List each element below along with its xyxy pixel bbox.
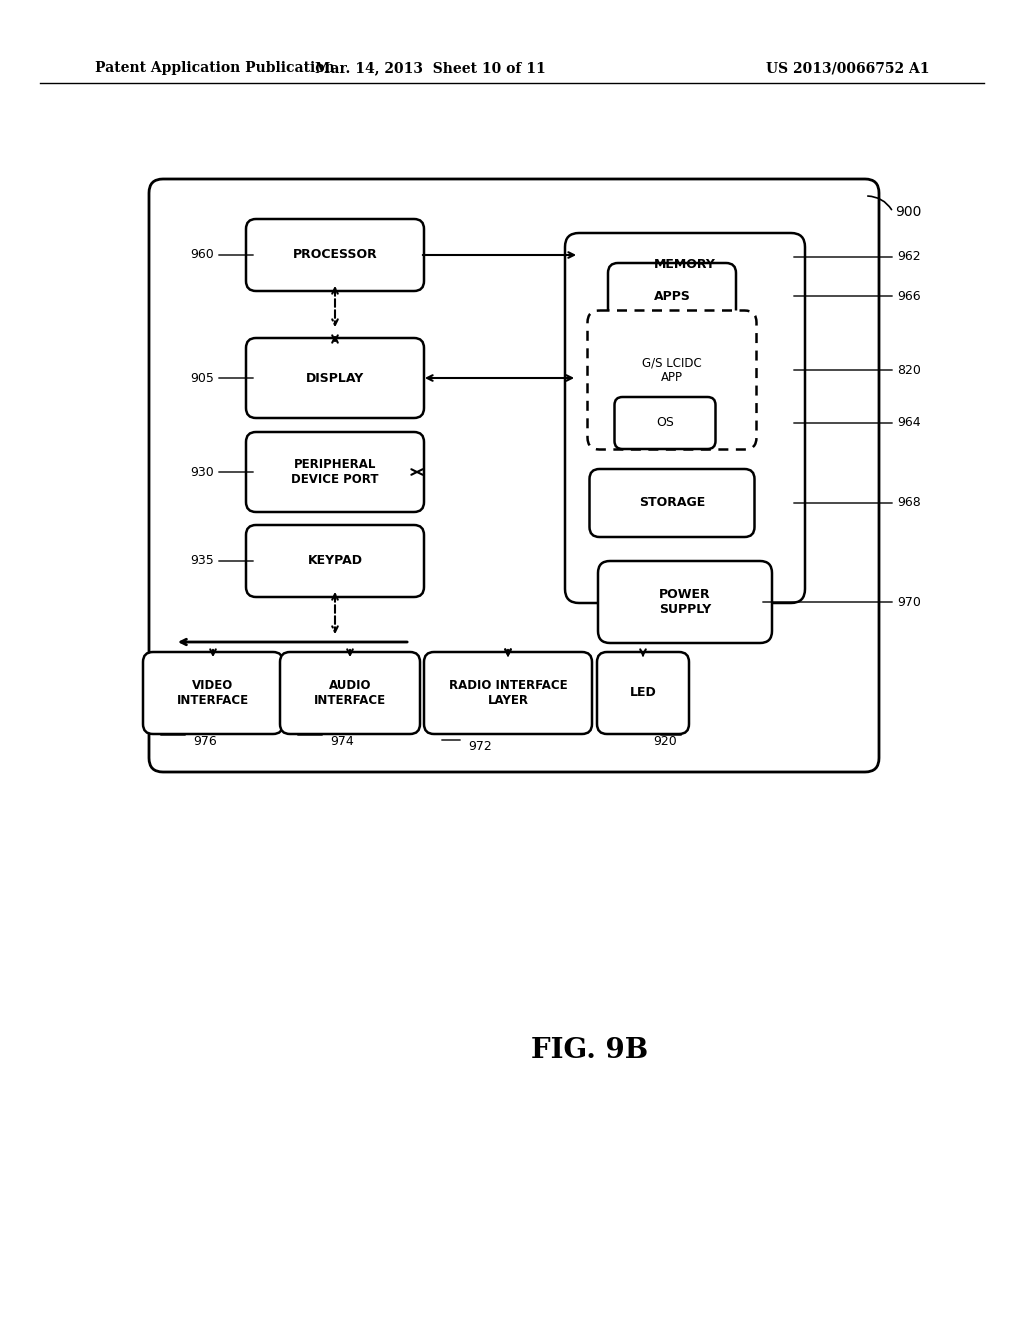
Text: 976: 976 [193, 735, 217, 748]
Text: 974: 974 [330, 735, 353, 748]
FancyBboxPatch shape [614, 397, 716, 449]
Text: KEYPAD: KEYPAD [307, 554, 362, 568]
Text: 900: 900 [895, 205, 922, 219]
Text: Patent Application Publication: Patent Application Publication [95, 61, 335, 75]
FancyBboxPatch shape [246, 219, 424, 290]
FancyBboxPatch shape [150, 180, 879, 772]
FancyBboxPatch shape [246, 432, 424, 512]
Text: POWER
SUPPLY: POWER SUPPLY [658, 587, 711, 616]
FancyBboxPatch shape [565, 234, 805, 603]
Text: 972: 972 [468, 741, 492, 752]
Text: 966: 966 [897, 289, 921, 302]
FancyBboxPatch shape [143, 652, 283, 734]
FancyBboxPatch shape [590, 469, 755, 537]
FancyBboxPatch shape [598, 561, 772, 643]
FancyBboxPatch shape [246, 525, 424, 597]
Text: VIDEO
INTERFACE: VIDEO INTERFACE [177, 678, 249, 708]
Text: RADIO INTERFACE
LAYER: RADIO INTERFACE LAYER [449, 678, 567, 708]
Text: 968: 968 [897, 496, 921, 510]
Text: 962: 962 [897, 251, 921, 264]
FancyBboxPatch shape [246, 338, 424, 418]
Text: PROCESSOR: PROCESSOR [293, 248, 378, 261]
Text: 935: 935 [190, 554, 214, 568]
FancyBboxPatch shape [588, 310, 757, 450]
Text: PERIPHERAL
DEVICE PORT: PERIPHERAL DEVICE PORT [291, 458, 379, 486]
Text: Mar. 14, 2013  Sheet 10 of 11: Mar. 14, 2013 Sheet 10 of 11 [314, 61, 546, 75]
FancyBboxPatch shape [280, 652, 420, 734]
Text: AUDIO
INTERFACE: AUDIO INTERFACE [314, 678, 386, 708]
Text: DISPLAY: DISPLAY [306, 371, 365, 384]
Text: 930: 930 [190, 466, 214, 479]
FancyBboxPatch shape [424, 652, 592, 734]
Text: US 2013/0066752 A1: US 2013/0066752 A1 [767, 61, 930, 75]
Text: G/S LCIDC
APP: G/S LCIDC APP [642, 356, 701, 384]
FancyBboxPatch shape [597, 652, 689, 734]
Text: MEMORY: MEMORY [654, 259, 716, 272]
Text: 920: 920 [653, 735, 677, 748]
Text: FIG. 9B: FIG. 9B [531, 1036, 648, 1064]
Text: APPS: APPS [653, 289, 690, 302]
Text: STORAGE: STORAGE [639, 496, 706, 510]
Text: LED: LED [630, 686, 656, 700]
FancyBboxPatch shape [608, 263, 736, 329]
Text: OS: OS [656, 417, 674, 429]
Text: 820: 820 [897, 363, 921, 376]
Text: 970: 970 [897, 595, 921, 609]
Text: 905: 905 [190, 371, 214, 384]
Text: 964: 964 [897, 417, 921, 429]
Text: 960: 960 [190, 248, 214, 261]
